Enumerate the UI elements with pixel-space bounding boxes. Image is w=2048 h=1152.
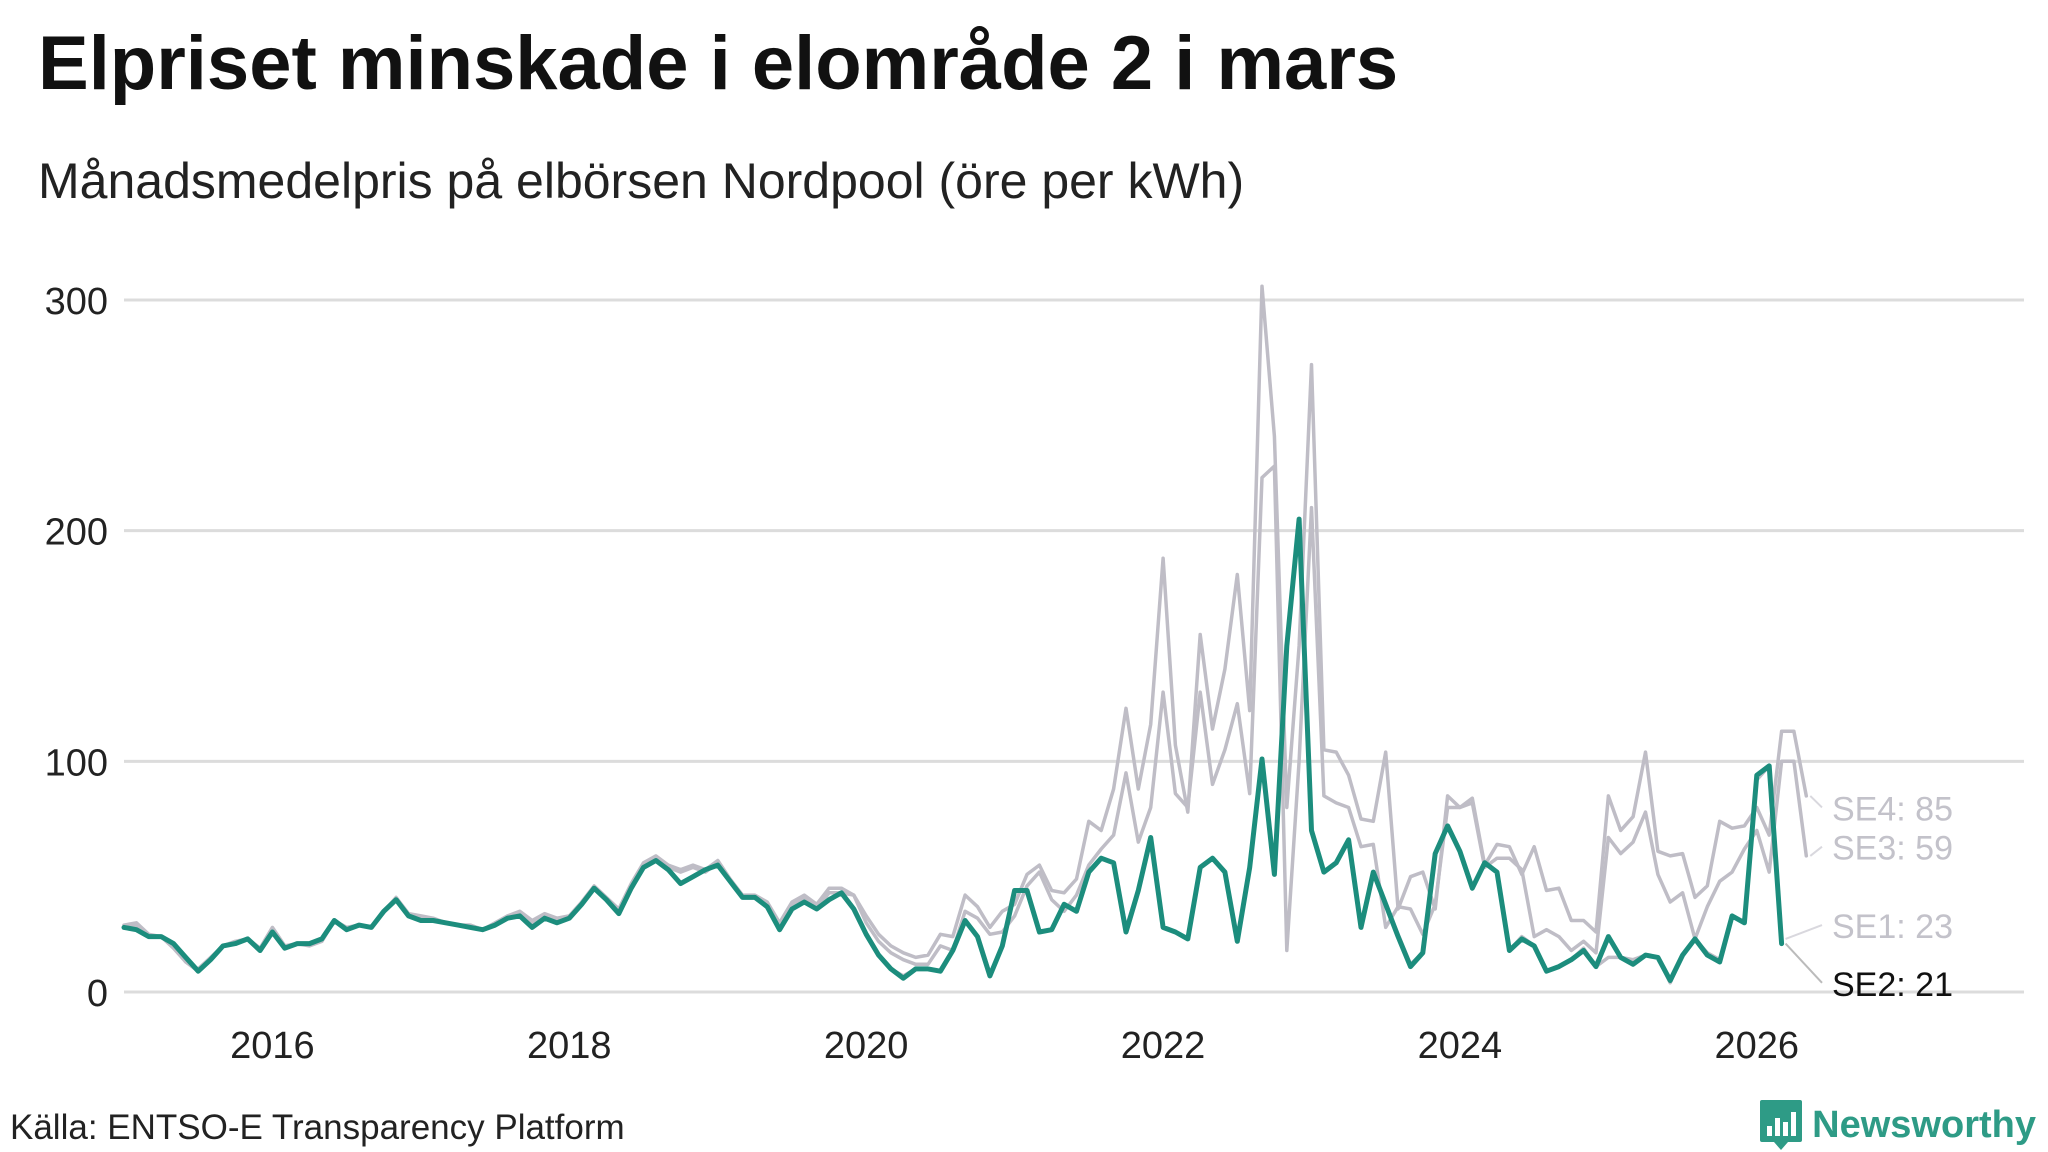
y-axis: 0 100 200 300 (45, 281, 108, 1015)
source-note: Källa: ENTSO-E Transparency Platform (10, 1108, 625, 1147)
series-lines (121, 284, 1809, 985)
chart-subtitle: Månadsmedelpris på elbörsen Nordpool (ör… (38, 153, 1245, 209)
newsworthy-logo[interactable]: Newsworthy (1758, 1098, 2036, 1152)
leader-line-se4 (1809, 795, 1823, 809)
grid-lines (124, 298, 2024, 994)
y-tick-label: 200 (45, 512, 108, 554)
y-tick-label: 0 (87, 973, 108, 1015)
x-tick-label: 2022 (1121, 1025, 1206, 1067)
x-tick-label: 2020 (824, 1025, 909, 1067)
x-tick-label: 2026 (1715, 1025, 1800, 1067)
leader-line-se1 (1785, 924, 1823, 940)
x-tick-label: 2024 (1418, 1025, 1503, 1067)
x-tick-label: 2018 (527, 1025, 612, 1067)
brand-name: Newsworthy (1812, 1103, 2036, 1146)
y-tick-label: 100 (45, 742, 108, 784)
x-axis: 2016 2018 2020 2022 2024 2026 (230, 1025, 1799, 1067)
series-label-se1: SE1: 23 (1832, 908, 1953, 946)
y-tick-label: 300 (45, 281, 108, 323)
x-tick-label: 2016 (230, 1025, 315, 1067)
series-line-se1 (122, 517, 1784, 985)
series-label-se4: SE4: 85 (1832, 790, 1953, 828)
series-label-se2: SE2: 21 (1832, 966, 1953, 1004)
bar-chart-logo-icon (1760, 1100, 1803, 1150)
series-line-se4 (122, 284, 1809, 971)
chart-title: Elpriset minskade i elområde 2 i mars (38, 21, 1399, 106)
leader-line-se3 (1809, 845, 1823, 857)
series-label-se3: SE3: 59 (1832, 830, 1953, 868)
leader-line-se2 (1784, 942, 1823, 984)
series-line-se2 (121, 516, 1785, 983)
